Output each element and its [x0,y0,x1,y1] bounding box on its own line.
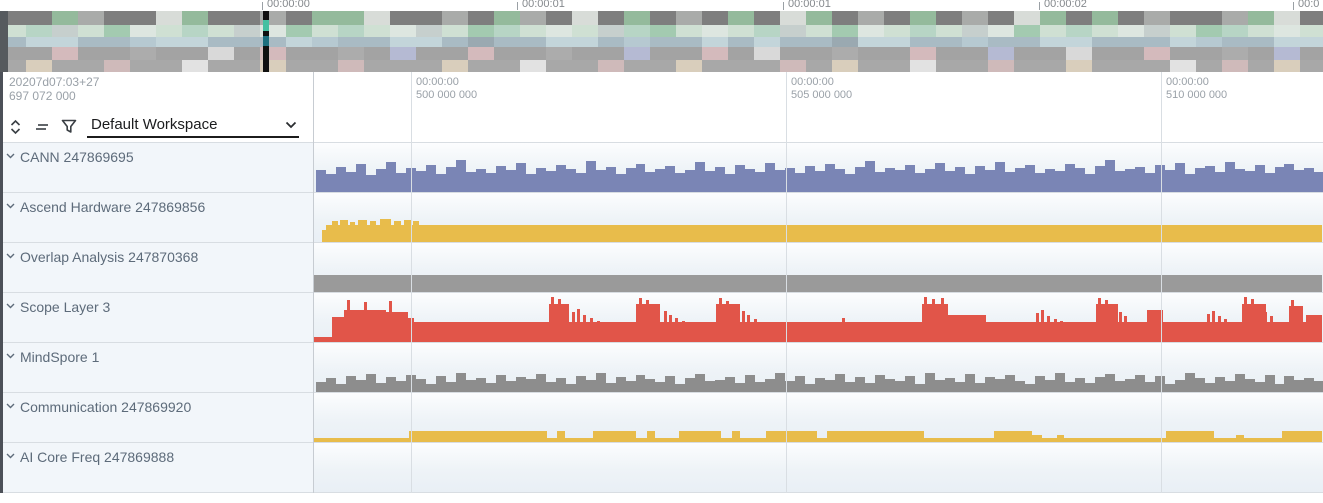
panel-header: 20207d07:03+27 697 072 000 Default Works… [0,72,321,143]
minimap-tick-label: 00:00:02 [1044,0,1087,10]
track-label-row-overlap-analysis[interactable]: Overlap Analysis 247870368 [0,243,313,293]
track-label: Ascend Hardware 247869856 [20,199,206,215]
row-chevron-icon [6,253,15,259]
minimap-rows [0,11,1323,72]
ruler-time-label: 00:00:00 505 000 000 [791,76,853,101]
bottom-gutter [0,493,1323,503]
track-label: Communication 247869920 [20,399,192,415]
track-chart-communication[interactable] [314,393,1323,443]
minimap[interactable]: 00:00:00 00:00:01 00:00:01 00:00:02 00:0 [0,0,1323,72]
minimap-tick-label: 00:0 [1298,0,1320,10]
unfold-icon[interactable] [6,118,24,136]
track-chart-list [314,143,1323,493]
minimap-tick-label: 00:00:01 [522,0,565,10]
minimap-tick-label: 00:00:00 [267,0,310,10]
timeline-panel: 00:00:00 500 000 000 00:00:00 505 000 000 00… [313,72,1323,493]
trace-offset-label: 697 072 000 [9,89,76,103]
time-ruler[interactable]: 00:00:00 500 000 000 00:00:00 505 000 000 00… [314,72,1323,143]
row-chevron-icon [6,303,15,309]
row-chevron-icon [6,153,15,159]
workspace-label: Default Workspace [91,116,218,133]
track-label-row-scope-layer-3[interactable]: Scope Layer 3 [0,293,313,343]
track-chart-cann[interactable] [314,143,1323,193]
ruler-time-label: 00:00:00 510 000 000 [1166,76,1228,101]
minimap-tick-label: 00:00:01 [788,0,831,10]
row-chevron-icon [6,403,15,409]
row-chevron-icon [6,353,15,359]
track-label-list: CANN 247869695 Ascend Hardware 247869856 O… [0,143,313,493]
minimap-ruler: 00:00:00 00:00:01 00:00:01 00:00:02 00:0 [0,0,1323,11]
track-label: Overlap Analysis 247870368 [20,249,199,265]
track-label-row-ai-core-freq[interactable]: AI Core Freq 247869888 [0,443,313,493]
track-label: MindSpore 1 [20,349,100,365]
trace-datetime-label: 20207d07:03+27 [9,75,100,89]
track-label-row-communication[interactable]: Communication 247869920 [0,393,313,443]
tracks-icon[interactable] [33,118,51,136]
track-chart-ascend-hardware[interactable] [314,193,1323,243]
left-accent-strip [0,72,3,493]
track-label-row-cann[interactable]: CANN 247869695 [0,143,313,193]
track-chart-scope-layer-3[interactable] [314,293,1323,343]
track-chart-overlap-analysis[interactable] [314,243,1323,293]
track-chart-ai-core-freq[interactable] [314,443,1323,493]
ruler-time-label: 00:00:00 500 000 000 [416,76,478,101]
chevron-down-icon [285,121,297,128]
track-label: AI Core Freq 247869888 [20,449,175,465]
track-label-row-mindspore[interactable]: MindSpore 1 [0,343,313,393]
track-label: Scope Layer 3 [20,299,111,315]
minimap-viewport-marker[interactable] [263,11,269,72]
row-chevron-icon [6,453,15,459]
track-label: CANN 247869695 [20,149,134,165]
track-label-panel: 20207d07:03+27 697 072 000 Default Works… [0,72,321,493]
workspace-select[interactable]: Default Workspace [87,115,299,138]
filter-icon[interactable] [60,118,78,136]
row-chevron-icon [6,203,15,209]
workspace-toolbar: Default Workspace [6,115,328,138]
minimap-left-block [0,11,8,72]
track-label-row-ascend-hardware[interactable]: Ascend Hardware 247869856 [0,193,313,243]
track-chart-mindspore[interactable] [314,343,1323,393]
main-body: 20207d07:03+27 697 072 000 Default Works… [0,72,1323,493]
